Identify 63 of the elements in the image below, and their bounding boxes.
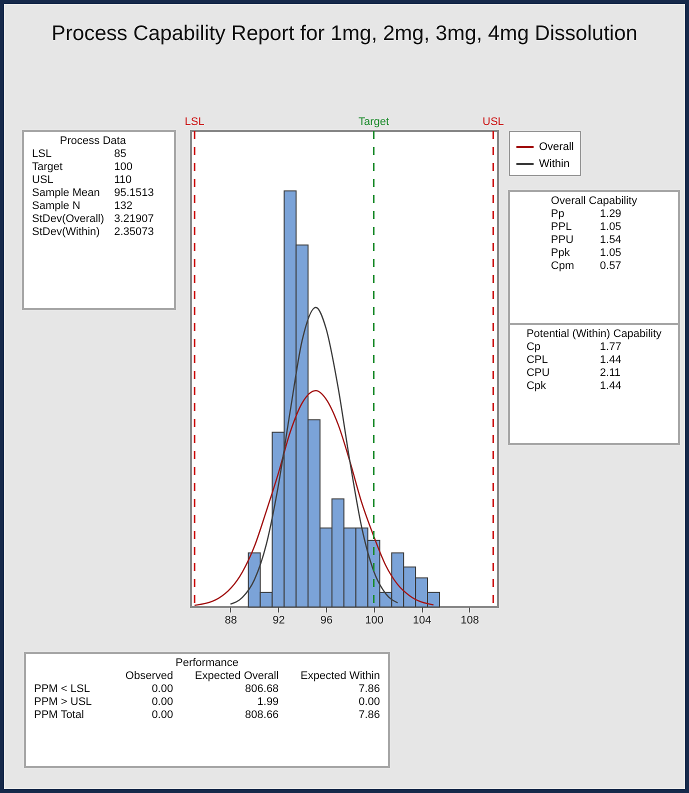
legend-label: Within — [539, 158, 570, 170]
text: Target — [32, 161, 64, 173]
text: 0.57 — [600, 260, 622, 272]
legend-label: Overall — [539, 141, 574, 153]
text: 3.21907 — [114, 213, 154, 225]
text: Expected Within — [300, 670, 380, 682]
ref-line-label: USL — [482, 116, 504, 128]
text: Cpm — [550, 260, 576, 272]
text: 0.00 — [150, 696, 174, 708]
text: 1.77 — [600, 341, 622, 353]
x-tick-label: 100 — [365, 614, 384, 626]
text: 1.99 — [256, 696, 279, 708]
text: CPU — [526, 367, 551, 379]
text: Process Data — [58, 135, 127, 147]
text: 132 — [114, 200, 134, 212]
ref-line-label: LSL — [184, 116, 204, 128]
text: Expected Overall — [194, 670, 279, 682]
x-tick-label: 96 — [320, 614, 333, 626]
x-tick-label: 104 — [412, 614, 432, 626]
ref-line-label: Target — [358, 116, 390, 128]
text: 110 — [114, 174, 133, 186]
chart-title: Process Capability Report for 1mg, 2mg, 3mg, 4mg Dissolution — [50, 22, 638, 46]
text: 100 — [114, 161, 134, 173]
x-tick-label: 92 — [272, 614, 285, 626]
text: 2.35073 — [114, 226, 154, 238]
text: PPU — [550, 234, 575, 246]
text: 1.44 — [600, 380, 622, 392]
text: 1.44 — [600, 354, 622, 366]
text: 7.86 — [358, 683, 380, 695]
text: Potential (Within) Capability — [526, 328, 662, 340]
text: LSL — [32, 148, 53, 160]
text: Ppk — [550, 247, 571, 259]
text: 0.00 — [358, 696, 380, 708]
text: StDev(Overall) — [32, 213, 104, 225]
text: 0.00 — [150, 709, 174, 721]
text: 806.68 — [244, 683, 279, 695]
text: PPM > USL — [34, 696, 93, 708]
text: Cp — [526, 341, 542, 353]
text: Performance — [174, 657, 240, 669]
text: 1.05 — [600, 221, 622, 233]
text: PPL — [550, 221, 573, 233]
x-tick-label: 88 — [224, 614, 238, 626]
text: Sample N — [32, 200, 82, 212]
text: 1.29 — [600, 208, 622, 220]
text: PPM Total — [34, 709, 85, 721]
text: 1.05 — [600, 247, 622, 259]
text: Pp — [550, 208, 566, 220]
text: Overall Capability — [550, 195, 638, 207]
text: Sample Mean — [32, 187, 101, 199]
text: 7.86 — [358, 709, 380, 721]
text: PPM < LSL — [34, 683, 91, 695]
text: 2.11 — [600, 367, 622, 379]
x-tick-label: 108 — [460, 614, 480, 626]
text: 1.54 — [600, 234, 622, 246]
text: Observed — [124, 670, 174, 682]
text: 95.1513 — [114, 187, 154, 199]
text: CPL — [526, 354, 549, 366]
text: StDev(Within) — [32, 226, 101, 238]
text: Cpk — [526, 380, 547, 392]
text: 85 — [114, 148, 128, 160]
text: USL — [32, 174, 54, 186]
text: 0.00 — [150, 683, 174, 695]
text: 808.66 — [244, 709, 279, 721]
